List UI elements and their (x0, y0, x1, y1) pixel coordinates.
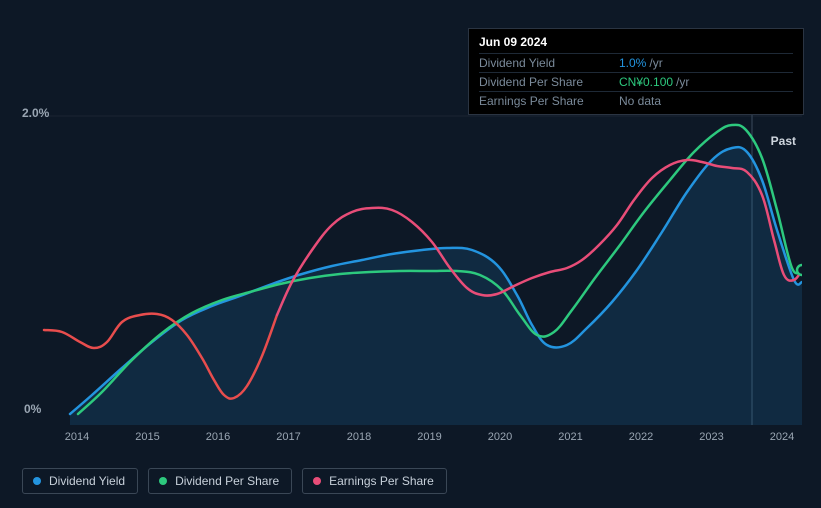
tooltip-row-label: Dividend Yield (479, 56, 619, 70)
y-axis-max-label: 2.0% (22, 106, 49, 120)
y-axis-min-label: 0% (24, 402, 41, 416)
x-axis-year-label: 2018 (347, 431, 371, 443)
legend-label: Dividend Yield (49, 474, 125, 488)
past-label: Past (771, 134, 796, 148)
legend: Dividend Yield Dividend Per Share Earnings… (22, 468, 447, 494)
legend-dot-icon (313, 477, 321, 485)
x-axis-year-label: 2015 (135, 431, 159, 443)
legend-label: Dividend Per Share (175, 474, 279, 488)
tooltip-date: Jun 09 2024 (479, 35, 793, 49)
tooltip-row-label: Dividend Per Share (479, 75, 619, 89)
legend-item-dividend-yield[interactable]: Dividend Yield (22, 468, 138, 494)
tooltip-row-value: 1.0%/yr (619, 56, 663, 70)
hover-tooltip: Jun 09 2024 Dividend Yield1.0%/yrDividen… (468, 28, 804, 115)
x-axis-labels: 2014 2015 2016 2017 2018 2019 2020 2021 2022 2023… (22, 431, 802, 447)
chart-svg (22, 110, 802, 425)
x-axis-year-label: 2016 (206, 431, 230, 443)
x-axis-year-label: 2023 (699, 431, 723, 443)
tooltip-row: Dividend Per ShareCN¥0.100/yr (479, 72, 793, 91)
x-axis-year-label: 2014 (65, 431, 89, 443)
tooltip-row-value: CN¥0.100/yr (619, 75, 689, 89)
x-axis-year-label: 2019 (417, 431, 441, 443)
legend-dot-icon (159, 477, 167, 485)
tooltip-row: Earnings Per ShareNo data (479, 91, 793, 110)
legend-item-earnings-per-share[interactable]: Earnings Per Share (302, 468, 447, 494)
tooltip-row-value: No data (619, 94, 661, 108)
legend-label: Earnings Per Share (329, 474, 434, 488)
legend-dot-icon (33, 477, 41, 485)
chart-plot-area[interactable]: 2.0% 0% Past (22, 110, 802, 425)
x-axis-year-label: 2021 (558, 431, 582, 443)
tooltip-row: Dividend Yield1.0%/yr (479, 53, 793, 72)
x-axis-year-label: 2022 (629, 431, 653, 443)
x-axis-year-label: 2017 (276, 431, 300, 443)
legend-item-dividend-per-share[interactable]: Dividend Per Share (148, 468, 292, 494)
x-axis-year-label: 2020 (488, 431, 512, 443)
x-axis-year-label: 2024 (770, 431, 794, 443)
tooltip-row-label: Earnings Per Share (479, 94, 619, 108)
